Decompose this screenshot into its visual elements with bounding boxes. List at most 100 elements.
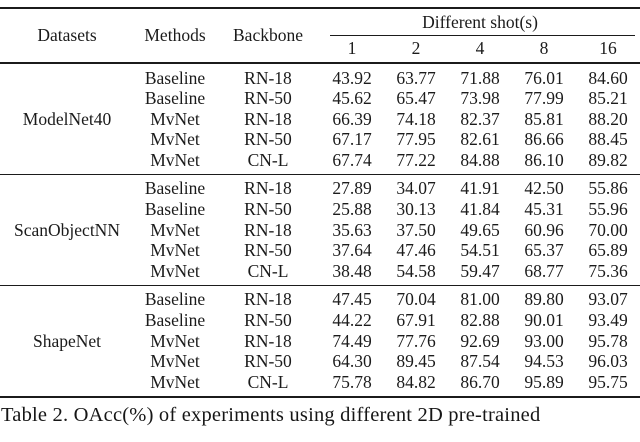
method-cell: MvNet — [150, 371, 200, 392]
value-cell: 47.46 — [396, 240, 436, 261]
table-row: MvNet RN-50 67.17 77.95 82.61 86.66 88.4… — [0, 129, 640, 150]
value-cell: 77.22 — [396, 149, 436, 170]
value-cell: 92.69 — [460, 330, 500, 351]
value-cell: 67.17 — [332, 129, 372, 150]
table-row: ScanObjectNN Baseline RN-18 27.89 34.07 … — [0, 173, 640, 286]
backbone-cell: RN-50 — [244, 199, 292, 220]
value-cell: 84.88 — [460, 149, 500, 170]
value-cell: 93.49 — [588, 310, 628, 331]
value-cell: 85.21 — [588, 88, 628, 109]
table-row: MvNet RN-50 37.64 47.46 54.51 65.37 65.8… — [0, 240, 640, 261]
table-row: Baseline RN-50 25.88 30.13 41.84 45.31 5… — [0, 199, 640, 220]
value-cell: 77.76 — [396, 330, 436, 351]
col-header-shot-2: 2 — [384, 36, 448, 64]
table-row: Baseline RN-50 45.62 65.47 73.98 77.99 8… — [0, 88, 640, 109]
value-cell: 84.82 — [396, 371, 436, 392]
value-cell: 77.95 — [396, 129, 436, 150]
value-cell: 70.04 — [384, 284, 448, 311]
backbone-cell: RN-50 — [244, 88, 292, 109]
table-row: MvNet RN-18 35.63 37.50 49.65 60.96 70.0… — [0, 220, 640, 241]
value-cell: 90.01 — [524, 310, 564, 331]
method-cell: MvNet — [150, 129, 200, 150]
col-header-backbone: Backbone — [216, 8, 320, 64]
value-cell: 94.53 — [524, 351, 564, 372]
col-header-shots-group: Different shot(s) — [320, 8, 640, 36]
backbone-cell: RN-18 — [216, 284, 320, 311]
backbone-cell: RN-50 — [244, 129, 292, 150]
method-cell: MvNet — [150, 108, 200, 129]
backbone-cell: RN-50 — [244, 351, 292, 372]
backbone-cell: RN-18 — [244, 108, 292, 129]
value-cell: 88.20 — [588, 108, 628, 129]
method-cell: MvNet — [150, 149, 200, 170]
value-cell: 65.37 — [524, 240, 564, 261]
value-cell: 93.07 — [576, 284, 640, 311]
value-cell: 45.62 — [332, 88, 372, 109]
value-cell: 60.96 — [524, 219, 564, 240]
shots-group-underline — [330, 35, 636, 36]
table-row: MvNet RN-18 74.49 77.76 92.69 93.00 95.7… — [0, 331, 640, 352]
shots-group-label: Different shot(s) — [422, 12, 538, 32]
value-cell: 55.96 — [588, 199, 628, 220]
backbone-cell: CN-L — [247, 260, 289, 281]
method-cell: Baseline — [144, 67, 206, 88]
value-cell: 93.00 — [524, 330, 564, 351]
table-row: MvNet RN-50 64.30 89.45 87.54 94.53 96.0… — [0, 351, 640, 372]
value-cell: 65.47 — [396, 88, 436, 109]
value-cell: 49.65 — [460, 219, 500, 240]
value-cell: 75.36 — [588, 260, 628, 281]
value-cell: 75.78 — [332, 371, 372, 392]
value-cell: 81.00 — [448, 284, 512, 311]
backbone-cell: RN-50 — [244, 240, 292, 261]
value-cell: 41.84 — [460, 199, 500, 220]
method-cell: MvNet — [150, 260, 200, 281]
col-header-shot-1: 1 — [320, 36, 384, 64]
value-cell: 44.22 — [332, 310, 372, 331]
value-cell: 37.64 — [332, 240, 372, 261]
value-cell: 67.91 — [396, 310, 436, 331]
value-cell: 96.03 — [588, 351, 628, 372]
method-cell: Baseline — [144, 199, 206, 220]
table-row: MvNet CN-L 38.48 54.58 59.47 68.77 75.36 — [0, 261, 640, 286]
value-cell: 64.30 — [332, 351, 372, 372]
value-cell: 45.31 — [524, 199, 564, 220]
group-scanobjectnn: ScanObjectNN Baseline RN-18 27.89 34.07 … — [0, 173, 640, 286]
backbone-cell: RN-18 — [244, 67, 292, 88]
value-cell: 89.82 — [588, 149, 628, 170]
col-header-datasets: Datasets — [0, 8, 134, 64]
backbone-cell: RN-50 — [244, 310, 292, 331]
table-row: Baseline RN-50 44.22 67.91 82.88 90.01 9… — [0, 310, 640, 331]
value-cell: 55.86 — [576, 173, 640, 200]
table-row: MvNet RN-18 66.39 74.18 82.37 85.81 88.2… — [0, 109, 640, 130]
value-cell: 25.88 — [332, 199, 372, 220]
value-cell: 34.07 — [384, 173, 448, 200]
method-cell: MvNet — [150, 351, 200, 372]
results-table: Datasets Methods Backbone Different shot… — [0, 7, 640, 398]
value-cell: 63.77 — [396, 67, 436, 88]
col-header-methods: Methods — [134, 8, 216, 64]
value-cell: 42.50 — [512, 173, 576, 200]
value-cell: 85.81 — [524, 108, 564, 129]
dataset-label-shapenet: ShapeNet — [0, 284, 134, 397]
value-cell: 71.88 — [460, 67, 500, 88]
method-cell: Baseline — [134, 173, 216, 200]
table-row: ShapeNet Baseline RN-18 47.45 70.04 81.0… — [0, 284, 640, 397]
table-caption: Table 2. OAcc(%) of experiments using di… — [1, 403, 541, 426]
value-cell: 86.10 — [524, 149, 564, 170]
value-cell: 89.45 — [396, 351, 436, 372]
table-row: MvNet CN-L 67.74 77.22 84.88 86.10 89.82 — [0, 150, 640, 175]
value-cell: 30.13 — [396, 199, 436, 220]
table-header: Datasets Methods Backbone Different shot… — [0, 8, 640, 64]
value-cell: 41.91 — [448, 173, 512, 200]
backbone-cell: RN-18 — [244, 330, 292, 351]
value-cell: 88.45 — [588, 129, 628, 150]
value-cell: 82.61 — [460, 129, 500, 150]
value-cell: 95.89 — [524, 371, 564, 392]
col-header-shot-4: 4 — [448, 36, 512, 64]
value-cell: 27.89 — [320, 173, 384, 200]
value-cell: 76.01 — [524, 67, 564, 88]
value-cell: 65.89 — [588, 240, 628, 261]
backbone-cell: RN-18 — [216, 173, 320, 200]
value-cell: 38.48 — [332, 260, 372, 281]
